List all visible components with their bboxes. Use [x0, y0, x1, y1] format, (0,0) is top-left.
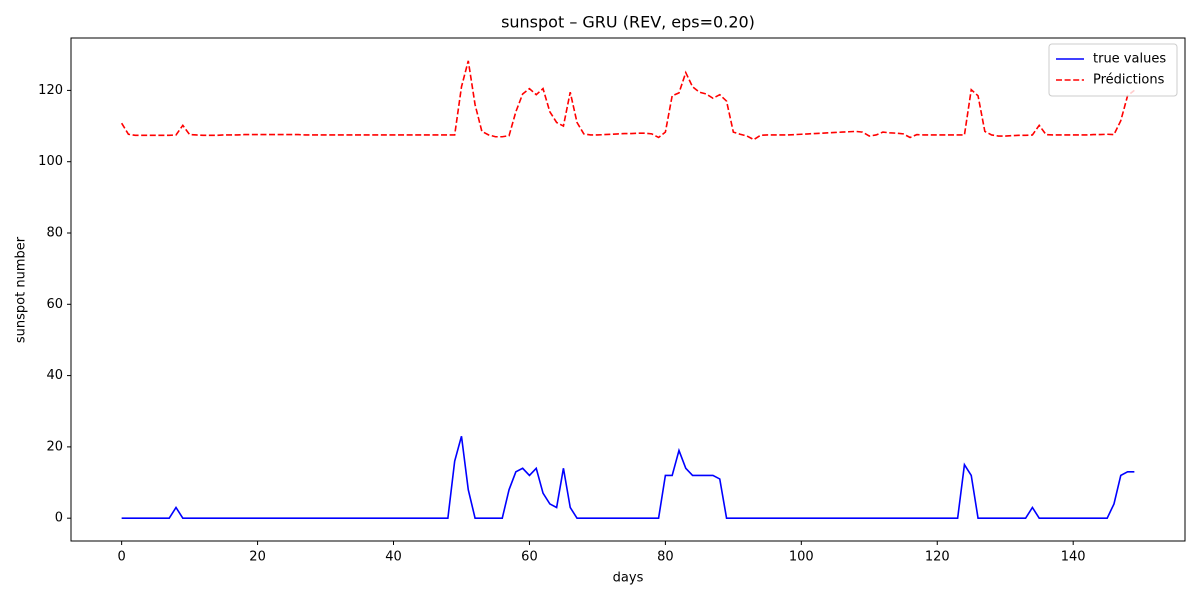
y-tick-label: 0: [55, 511, 63, 526]
y-tick-label: 60: [46, 297, 63, 312]
y-tick-label: 40: [46, 368, 63, 383]
series-line: [121, 435, 1135, 519]
x-tick-label: 20: [249, 550, 266, 565]
legend-label: true values: [1093, 52, 1166, 67]
x-tick-label: 60: [521, 550, 538, 565]
y-tick-label: 120: [38, 83, 63, 98]
x-tick-label: 120: [925, 550, 950, 565]
y-tick-label: 100: [38, 154, 63, 169]
y-tick-label: 20: [46, 439, 63, 454]
y-axis-label: sunspot number: [14, 236, 29, 343]
x-tick-label: 100: [789, 550, 814, 565]
x-axis-label: days: [613, 571, 644, 586]
y-tick-label: 80: [46, 225, 63, 240]
legend-label: Prédictions: [1093, 73, 1165, 88]
series-line: [120, 60, 1135, 141]
x-tick-label: 140: [1061, 550, 1086, 565]
x-tick-label: 0: [117, 550, 125, 565]
plot-frame: [70, 37, 1186, 542]
legend-box: [1048, 43, 1178, 97]
x-tick-label: 40: [385, 550, 402, 565]
x-tick-label: 80: [657, 550, 674, 565]
chart-title: sunspot – GRU (REV, eps=0.20): [501, 13, 755, 32]
